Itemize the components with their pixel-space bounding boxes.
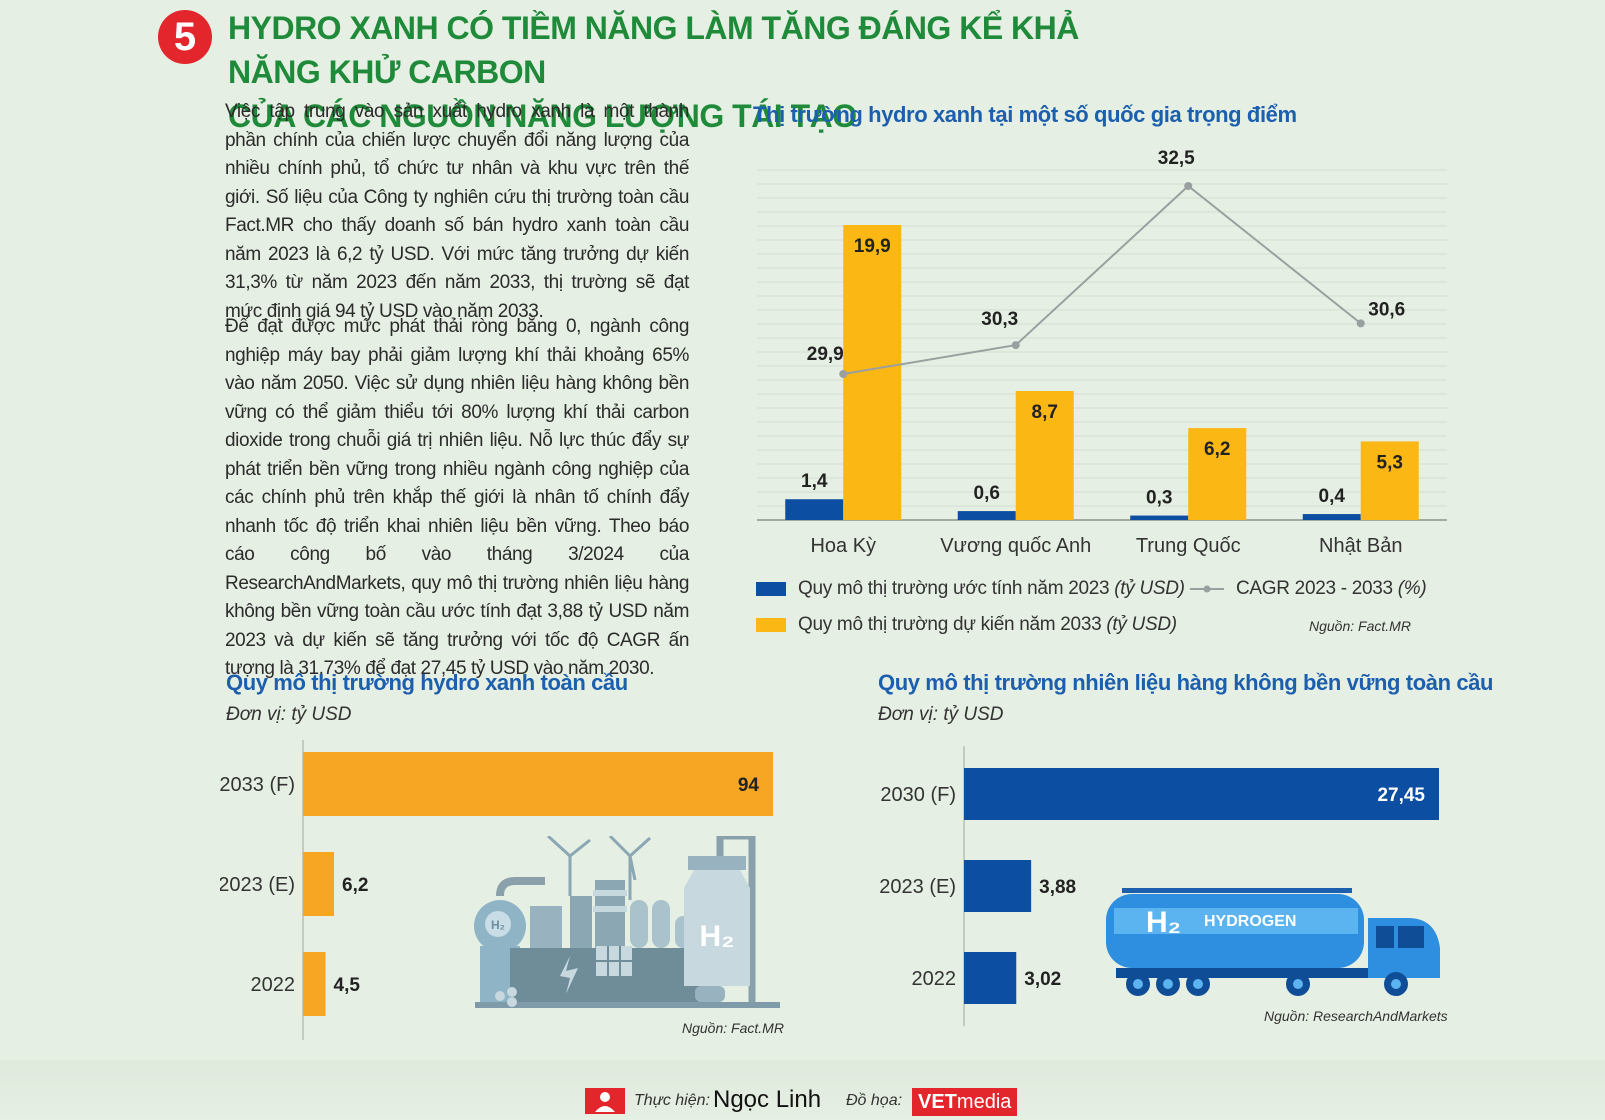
cagr-point <box>1356 319 1365 328</box>
bar-2033 <box>1360 441 1419 520</box>
legend-cagr-unit: (%) <box>1397 578 1427 599</box>
paragraph-1: Việc tập trung vào sản xuất hydro xanh l… <box>225 101 689 322</box>
hydrogen-factory-illustration: H₂ H₂ <box>474 836 780 1008</box>
bar <box>964 768 1439 820</box>
bar-2023 <box>1130 515 1189 520</box>
value-label: 94 <box>738 775 760 796</box>
value-label: 27,45 <box>1377 785 1425 806</box>
legend-swatch-cagr <box>1190 585 1224 593</box>
vetmedia-logo-media: media <box>956 1091 1012 1113</box>
legend-2023: Quy mô thị trường ước tính năm 2023 (tỷ … <box>756 578 1185 600</box>
bar-2033-label: 8,7 <box>1032 402 1058 423</box>
bar-2033 <box>1015 391 1074 520</box>
value-label: 3,88 <box>1039 877 1076 898</box>
graphic-label: Đồ họa: <box>846 1092 903 1109</box>
bar-2023 <box>785 499 844 520</box>
page-title: Hydro xanh có tiềm năng làm tăng đáng kể… <box>228 6 1128 138</box>
value-label: 3,02 <box>1024 969 1061 990</box>
cagr-label: 32,5 <box>1158 148 1195 169</box>
bar-2033 <box>1188 428 1247 520</box>
bar-2023-label: 0,6 <box>974 483 1000 504</box>
global-hydrogen-chart: 2033 (F) 94 2023 (E) 6,2 2022 4,5 <box>220 740 773 1040</box>
bar <box>303 852 334 916</box>
cagr-point <box>1011 341 1020 350</box>
vetmedia-logo: VETmedia <box>912 1088 1018 1116</box>
author-label: Thực hiện: <box>634 1092 710 1109</box>
cagr-point <box>1184 182 1193 190</box>
legend-2033-label: Quy mô thị trường dự kiến năm 2033 <box>798 614 1102 635</box>
chart3-title: Quy mô thị trường nhiên liệu hàng không … <box>878 670 1494 695</box>
bar <box>964 860 1032 912</box>
title-line-1: Hydro xanh có tiềm năng làm tăng đáng kể… <box>228 10 1079 90</box>
cagr-label: 30,3 <box>981 309 1018 330</box>
legend-2023-unit: (tỷ USD) <box>1114 578 1185 599</box>
cagr-line <box>843 184 1362 375</box>
chart2-unit: Đơn vị: tỷ USD <box>226 704 352 725</box>
saf-market-chart: 2030 (F) 27,45 2023 (E) 3,88 2022 3,02 <box>879 746 1439 1026</box>
category-label: Hoa Kỳ <box>810 535 876 557</box>
paragraph-2: Để đạt được mức phát thải ròng bằng 0, n… <box>225 316 689 679</box>
bar-2023 <box>1302 514 1361 520</box>
chart3-source: Nguồn: ResearchAndMarkets <box>1264 1008 1448 1024</box>
footer-band <box>0 1060 1605 1120</box>
category-label: 2022 <box>251 974 296 996</box>
bar-2033-label: 5,3 <box>1377 452 1403 473</box>
cagr-label: 30,6 <box>1368 299 1405 320</box>
category-label: 2023 (E) <box>220 874 295 896</box>
factory-sphere-h2: H₂ <box>491 918 505 932</box>
category-label: Vương quốc Anh <box>940 535 1091 557</box>
category-label: 2033 (F) <box>220 774 295 796</box>
bar <box>303 952 326 1016</box>
cagr-label: 29,9 <box>807 344 844 365</box>
bar-2033-label: 6,2 <box>1204 439 1230 460</box>
chart1-source: Nguồn: Fact.MR <box>1309 618 1411 634</box>
category-label: 2022 <box>912 968 957 990</box>
bar-2033-label: 19,9 <box>854 236 891 257</box>
legend-cagr-label: CAGR 2023 - 2033 <box>1236 578 1393 599</box>
legend-2033-unit: (tỷ USD) <box>1106 614 1177 635</box>
hydrogen-truck-illustration: H₂ HYDROGEN <box>1106 888 1440 996</box>
category-label: 2030 (F) <box>880 784 956 806</box>
bar <box>964 952 1017 1004</box>
truck-label: HYDROGEN <box>1204 913 1296 930</box>
legend-cagr: CAGR 2023 - 2033 (%) <box>1190 578 1427 600</box>
legend-swatch-2033 <box>756 617 786 632</box>
factory-tank-h2: H₂ <box>700 920 735 953</box>
bar-2023-label: 1,4 <box>801 471 828 492</box>
author-icon <box>585 1088 625 1114</box>
title-line-2: của các nguồn năng lượng tái tạo <box>228 98 857 134</box>
author-name: Ngọc Linh <box>713 1086 822 1113</box>
legend-2023-label: Quy mô thị trường ước tính năm 2023 <box>798 578 1110 599</box>
person-icon <box>595 1092 615 1112</box>
legend-swatch-2023 <box>756 581 786 596</box>
chart3-unit: Đơn vị: tỷ USD <box>878 704 1004 725</box>
bar-2023-label: 0,4 <box>1319 486 1346 507</box>
cagr-point <box>839 370 848 378</box>
section-number-badge: 5 <box>158 10 212 64</box>
truck-h2: H₂ <box>1146 906 1181 939</box>
legend-2033: Quy mô thị trường dự kiến năm 2033 (tỷ U… <box>756 614 1177 636</box>
value-label: 6,2 <box>342 875 368 896</box>
bar <box>303 752 773 816</box>
chart2-title: Quy mô thị trường hydro xanh toàn cầu <box>226 670 628 695</box>
vetmedia-logo-vet: VET <box>918 1091 957 1113</box>
category-label: 2023 (E) <box>879 876 956 898</box>
category-label: Nhật Bản <box>1319 535 1402 557</box>
bar-2023-label: 0,3 <box>1146 488 1172 509</box>
chart2-source: Nguồn: Fact.MR <box>682 1020 784 1036</box>
category-label: Trung Quốc <box>1136 535 1241 557</box>
value-label: 4,5 <box>334 975 361 996</box>
country-market-chart: 1,4 19,9 Hoa Kỳ 0,6 8,7 Vương quốc Anh 0,3 6,2 T… <box>757 148 1447 557</box>
bar-2023 <box>957 511 1016 520</box>
chart1-title: Thị trường hydro xanh tại một số quốc gi… <box>753 102 1297 127</box>
